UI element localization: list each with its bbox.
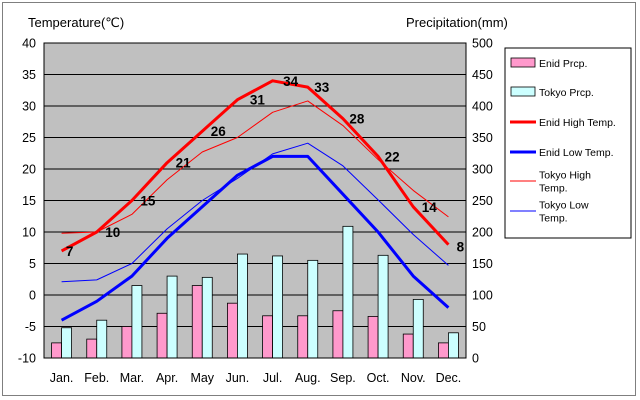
- x-tick-label: Sep.: [330, 371, 356, 385]
- legend-label: Temp.: [539, 213, 568, 225]
- x-tick-label: Dec.: [436, 371, 462, 385]
- bar-enid-prcp-11: [402, 333, 414, 359]
- bar-tokyo-prcp-7: [272, 255, 283, 359]
- data-label: 22: [385, 149, 400, 164]
- bar-enid-prcp-7: [262, 315, 273, 359]
- x-tick-label: Apr.: [156, 371, 178, 385]
- bar-tokyo-prcp-5: [201, 276, 213, 359]
- left-tick-label: 15: [22, 194, 36, 208]
- right-tick-label: 450: [472, 68, 493, 82]
- data-label: 7: [66, 244, 74, 259]
- left-tick-label: 40: [22, 37, 36, 51]
- chart-frame: [2, 2, 636, 396]
- right-tick-label: 300: [472, 163, 493, 177]
- bar-tokyo-prcp-12: [448, 332, 459, 359]
- bar-tokyo-prcp-6: [237, 253, 248, 359]
- bar-enid-prcp-10: [367, 316, 379, 359]
- x-tick-label: Jun.: [226, 371, 250, 385]
- bar-enid-prcp-1: [51, 342, 62, 359]
- bar-tokyo-prcp-11: [412, 299, 424, 359]
- right-tick-label: 250: [472, 194, 493, 208]
- right-tick-label: 350: [472, 131, 493, 145]
- right-tick-label: 200: [472, 226, 493, 240]
- left-tick-label: 30: [22, 100, 36, 114]
- x-tick-label: May: [190, 371, 214, 385]
- data-label: 14: [422, 200, 438, 215]
- data-label: 31: [250, 93, 266, 108]
- legend-label: Tokyo High: [539, 170, 591, 182]
- bar-enid-prcp-9: [332, 310, 344, 359]
- bar-tokyo-prcp-10: [377, 254, 389, 359]
- legend-box: [504, 47, 632, 239]
- bar-tokyo-prcp-2: [96, 319, 108, 359]
- bar-tokyo-prcp-1: [61, 327, 72, 359]
- left-tick-label: -10: [18, 352, 36, 366]
- bar-enid-prcp-2: [86, 338, 98, 359]
- left-axis-title: Temperature(℃): [28, 15, 124, 30]
- x-tick-label: Jan.: [50, 371, 74, 385]
- legend-label: Enid High Temp.: [539, 117, 616, 129]
- line-tokyo-high-temp: [61, 100, 449, 234]
- data-label: 26: [211, 124, 227, 139]
- data-label: 33: [314, 80, 330, 95]
- right-tick-label: 500: [472, 37, 493, 51]
- legend-label: Temp.: [539, 183, 568, 195]
- bar-tokyo-prcp-3: [131, 285, 143, 359]
- left-tick-label: 35: [22, 68, 36, 82]
- legend-label: Tokyo Low: [539, 200, 589, 212]
- right-tick-label: 50: [472, 320, 486, 334]
- left-tick-label: 25: [22, 131, 36, 145]
- data-label: 8: [457, 240, 465, 255]
- left-tick-label: -5: [25, 320, 36, 334]
- right-tick-label: 0: [472, 352, 479, 366]
- x-tick-label: Feb.: [84, 371, 109, 385]
- bar-tokyo-prcp-4: [166, 275, 178, 359]
- legend-label: Tokyo Prcp.: [539, 87, 594, 99]
- x-tick-label: Mar.: [120, 371, 144, 385]
- bar-enid-prcp-6: [227, 302, 238, 359]
- data-label: 15: [140, 194, 156, 209]
- x-tick-label: Aug.: [295, 371, 321, 385]
- right-tick-label: 400: [472, 100, 493, 114]
- line-tokyo-low-temp: [61, 142, 449, 283]
- right-tick-label: 150: [472, 257, 493, 271]
- left-tick-label: 5: [29, 257, 36, 271]
- data-label: 28: [349, 112, 365, 127]
- x-tick-label: Nov.: [401, 371, 426, 385]
- data-label: 34: [283, 74, 299, 89]
- x-tick-label: Oct.: [367, 371, 390, 385]
- data-label: 10: [105, 225, 120, 240]
- right-tick-label: 100: [472, 289, 493, 303]
- bar-enid-prcp-5: [191, 285, 203, 359]
- left-tick-label: 20: [22, 163, 36, 177]
- data-label: 21: [176, 156, 192, 171]
- left-tick-label: 0: [29, 289, 36, 303]
- bar-tokyo-prcp-8: [307, 259, 319, 359]
- x-tick-label: Jul.: [263, 371, 282, 385]
- bar-tokyo-prcp-9: [342, 225, 354, 359]
- plot-border: [43, 42, 467, 359]
- bar-enid-prcp-8: [297, 315, 309, 359]
- left-tick-label: 10: [22, 226, 36, 240]
- bar-enid-prcp-4: [156, 312, 168, 359]
- legend-swatch: [510, 57, 536, 68]
- legend-label: Enid Prcp.: [539, 58, 587, 70]
- bar-enid-prcp-12: [438, 342, 449, 359]
- legend-swatch: [510, 86, 536, 97]
- right-axis-title: Precipitation(mm): [406, 15, 508, 30]
- bar-enid-prcp-3: [121, 326, 133, 359]
- legend-label: Enid Low Temp.: [539, 147, 614, 159]
